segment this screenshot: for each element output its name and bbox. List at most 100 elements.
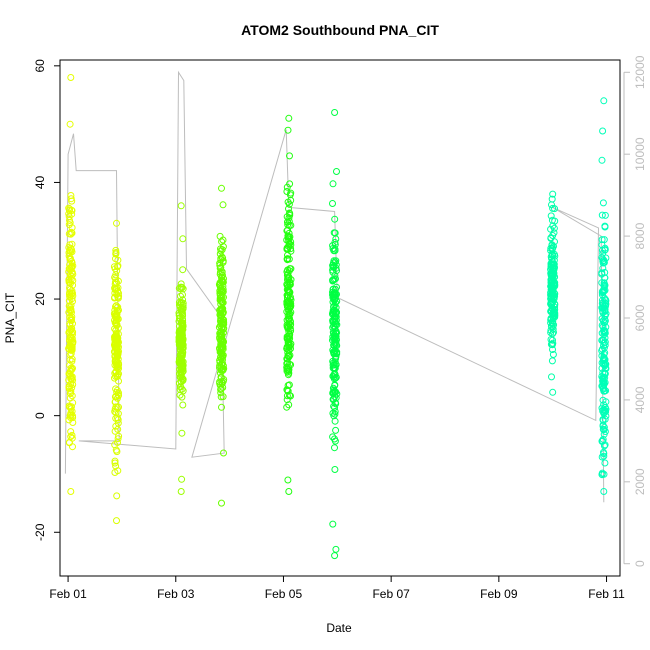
data-point [602, 408, 610, 416]
secondary-y-tick-label: 2000 [633, 468, 647, 495]
data-point [549, 306, 557, 314]
data-point [219, 243, 227, 251]
data-point [114, 303, 122, 311]
data-point [178, 393, 186, 401]
data-point [598, 291, 606, 299]
data-point [601, 334, 609, 342]
data-point [598, 269, 606, 277]
data-point [548, 241, 556, 249]
data-point [331, 370, 339, 377]
data-point [548, 251, 556, 259]
y-axis-title: PNA_CIT [3, 292, 17, 343]
data-point [176, 334, 184, 342]
data-point [549, 298, 557, 306]
data-point [69, 297, 76, 305]
x-axis-title: Date [326, 621, 352, 635]
data-point [285, 488, 293, 495]
data-point [599, 127, 607, 135]
data-point [330, 386, 338, 394]
data-point [285, 214, 293, 222]
secondary-y-tick-label: 12000 [633, 55, 647, 89]
data-point [111, 312, 119, 320]
data-point [111, 294, 118, 302]
data-point [283, 227, 291, 235]
data-point [179, 235, 187, 243]
data-point [332, 545, 340, 553]
data-point [67, 324, 75, 332]
data-point [178, 475, 186, 483]
data-point [330, 263, 338, 271]
data-point [600, 319, 608, 327]
data-point [600, 356, 608, 364]
data-point [332, 235, 340, 243]
data-point [600, 380, 608, 388]
data-point [602, 365, 610, 373]
data-point [283, 299, 291, 307]
data-point [329, 310, 336, 318]
x-tick-label: Feb 01 [49, 587, 87, 601]
data-point [549, 190, 557, 198]
data-point [599, 323, 607, 331]
data-point [219, 271, 226, 279]
data-point [69, 320, 76, 328]
data-point [177, 202, 185, 210]
data-point [284, 245, 292, 253]
data-point [548, 201, 555, 209]
data-point [179, 266, 187, 274]
x-axis: Feb 01 Feb 03 Feb 05 Feb 07 Feb 09 Feb 11 [49, 576, 625, 601]
data-point [547, 329, 555, 337]
data-point [216, 356, 224, 364]
point-cluster [110, 219, 123, 525]
data-point [67, 192, 75, 199]
data-point [216, 362, 224, 370]
data-point [286, 331, 294, 338]
data-point [69, 443, 76, 451]
data-point [331, 408, 339, 415]
data-point [218, 184, 225, 192]
data-point [331, 437, 339, 445]
data-point [67, 230, 75, 238]
data-point [331, 417, 339, 425]
data-point [112, 255, 119, 263]
data-point [176, 386, 184, 394]
data-point [548, 373, 555, 381]
data-point [67, 488, 75, 495]
secondary-y-tick-label: 6000 [633, 304, 647, 331]
secondary-y-axis: 0 2000 4000 6000 8000 10000 12000 [623, 55, 647, 567]
data-point [65, 244, 73, 251]
point-cluster [65, 74, 77, 495]
data-point [115, 289, 122, 297]
data-point [550, 321, 558, 329]
data-point [330, 341, 338, 349]
data-point [602, 302, 609, 310]
data-point [113, 351, 121, 359]
data-point [602, 398, 610, 406]
plot-frame [59, 59, 621, 577]
data-point [220, 376, 228, 383]
data-point [65, 268, 73, 276]
data-point [285, 205, 292, 213]
point-cluster [547, 190, 559, 396]
data-point [218, 403, 225, 411]
data-point [218, 268, 226, 276]
points-layer [65, 74, 610, 560]
data-point [65, 438, 73, 446]
data-point [601, 211, 609, 219]
data-point [67, 337, 75, 345]
data-point [286, 391, 293, 399]
data-point [286, 351, 294, 359]
point-cluster [598, 97, 610, 495]
data-point [283, 316, 291, 324]
data-point [220, 449, 227, 457]
data-point [601, 315, 609, 323]
data-point [285, 307, 293, 315]
data-point [65, 297, 73, 305]
data-point [600, 409, 608, 417]
data-point [600, 304, 608, 312]
data-point [216, 250, 224, 258]
data-point [216, 296, 224, 304]
data-point [176, 356, 184, 364]
data-point [112, 414, 120, 422]
data-point [332, 426, 340, 434]
